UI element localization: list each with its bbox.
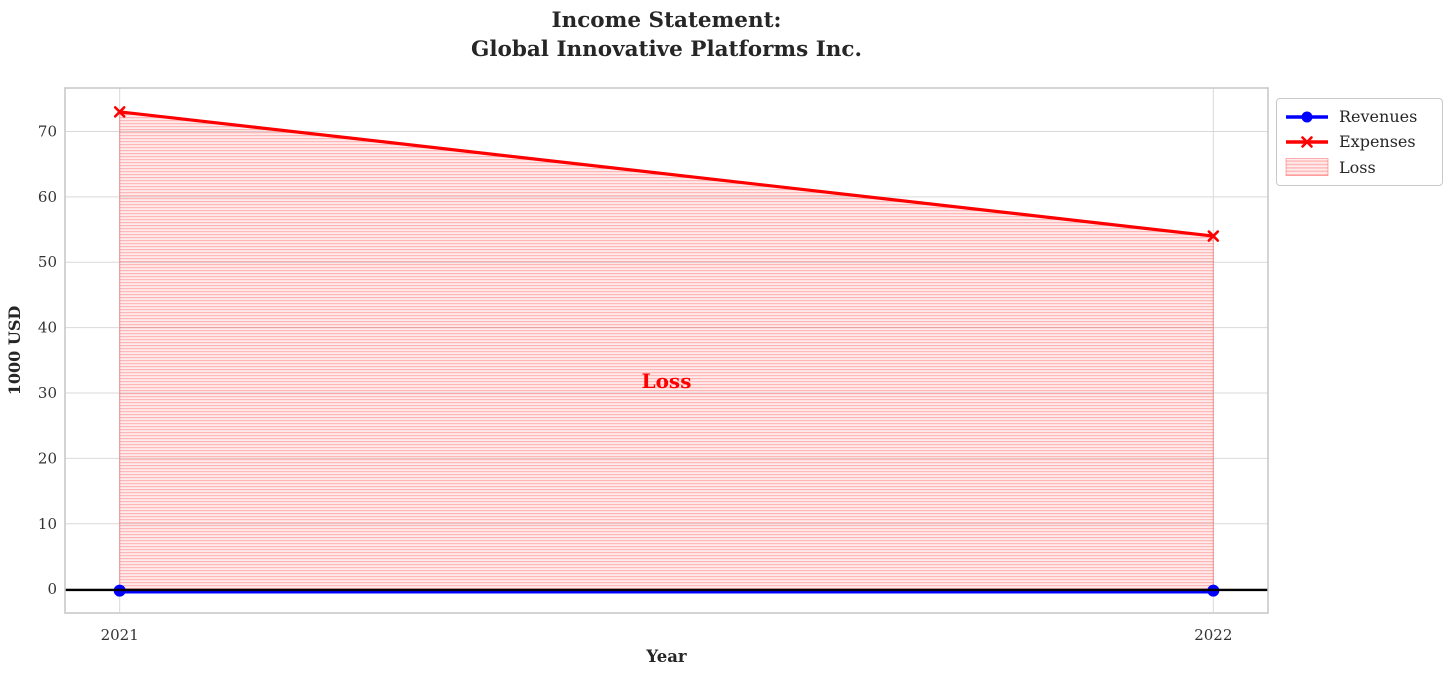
y-tick-label: 60: [38, 188, 57, 206]
chart-title-line1: Income Statement:: [551, 8, 782, 33]
line-circle-icon: [1286, 111, 1328, 123]
legend-item-expenses: Expenses: [1285, 132, 1434, 152]
y-tick-label: 70: [38, 122, 57, 140]
x-tick-label: 2022: [1194, 626, 1232, 644]
y-tick-label: 0: [47, 580, 57, 598]
chart-title-line2: Global Innovative Platforms Inc.: [470, 37, 863, 62]
loss-area: [119, 111, 1214, 591]
y-tick-label: 30: [38, 384, 57, 402]
y-tick-label: 40: [38, 319, 57, 337]
line-x-icon: [1286, 136, 1328, 148]
chart-title: Income Statement: Global Innovative Plat…: [0, 6, 1333, 64]
legend-label: Revenues: [1339, 107, 1418, 127]
y-axis-label: 1000 USD: [5, 306, 24, 396]
legend-item-loss: Loss: [1285, 157, 1434, 177]
expenses-line: [118, 110, 1215, 238]
legend: Revenues Expenses Loss: [1276, 98, 1443, 186]
plot-frame: [64, 87, 1269, 614]
expenses-x-marker: [1207, 230, 1220, 242]
legend-label: Loss: [1339, 157, 1376, 177]
y-tick-label: 10: [38, 515, 57, 533]
legend-item-revenues: Revenues: [1285, 107, 1434, 127]
hatch-patch-icon: [1285, 158, 1329, 177]
y-tick-label: 20: [38, 449, 57, 467]
legend-label: Expenses: [1339, 132, 1416, 152]
expenses-x-marker: [113, 106, 126, 118]
y-tick-label: 50: [38, 253, 57, 271]
x-tick-label: 2021: [101, 626, 139, 644]
loss-annotation: Loss: [642, 369, 692, 393]
x-axis-label: Year: [645, 647, 687, 666]
